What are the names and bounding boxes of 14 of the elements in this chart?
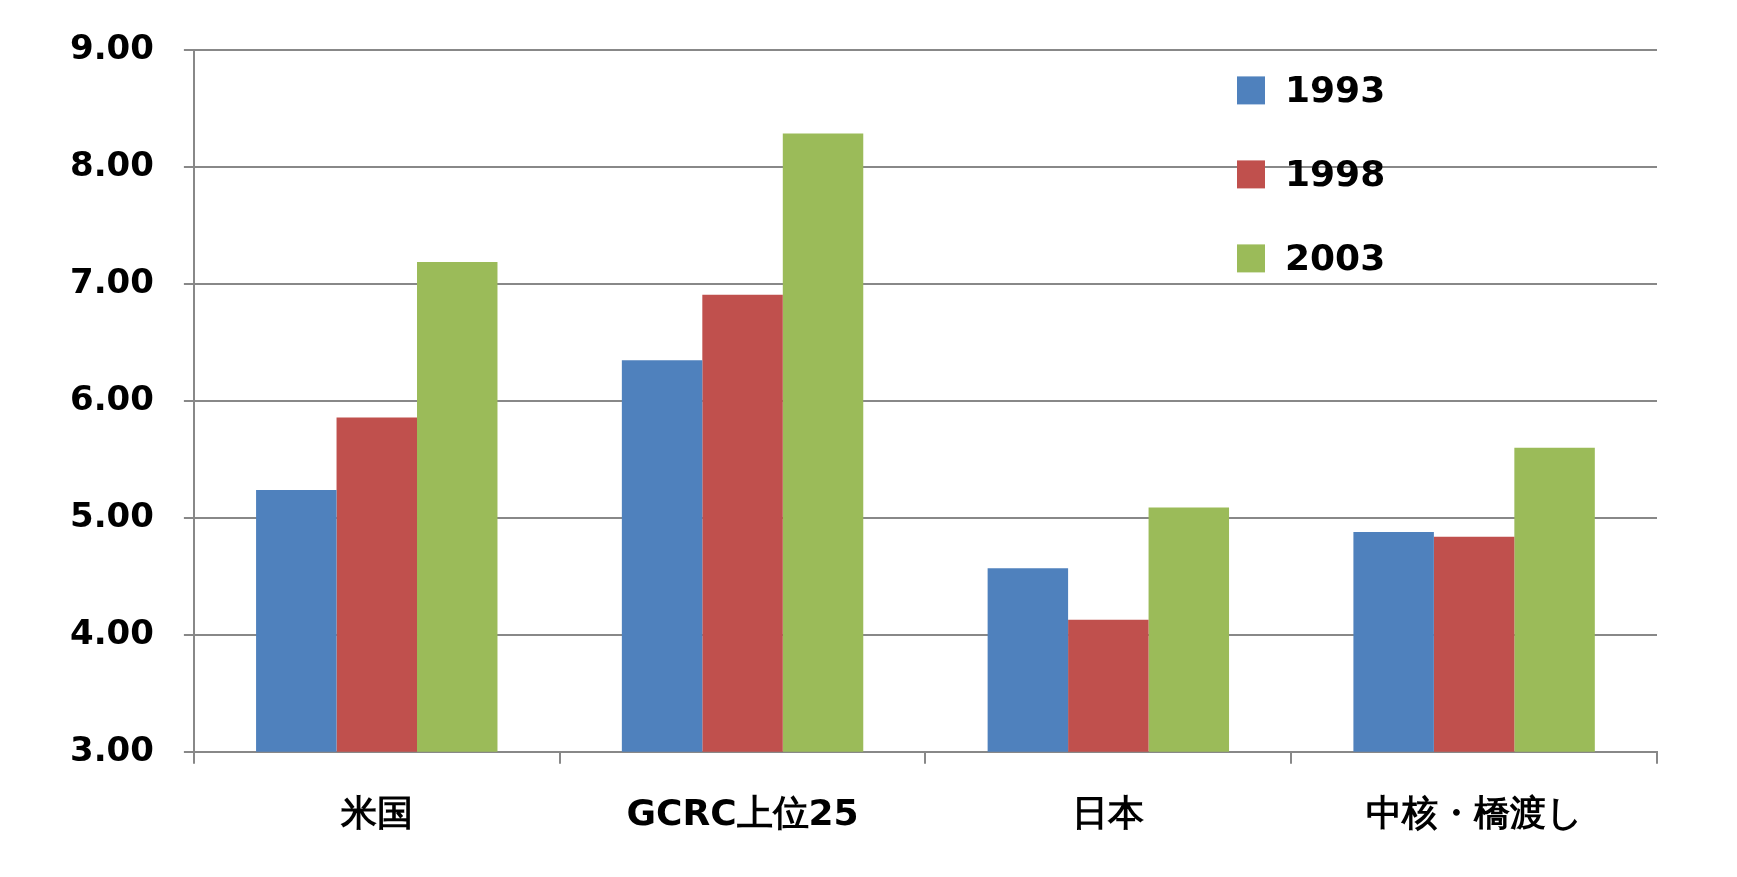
- y-tick-label: 8.00: [70, 144, 154, 185]
- y-tick-label: 3.00: [70, 728, 154, 769]
- x-tick-label: 米国: [339, 791, 413, 833]
- y-tick-label: 6.00: [70, 377, 154, 418]
- legend-label: 1998: [1285, 152, 1386, 194]
- legend-label: 2003: [1285, 236, 1386, 278]
- y-tick-label: 7.00: [70, 261, 154, 302]
- x-tick-label: 中核・橋渡し: [1365, 791, 1583, 833]
- x-tick-label: GCRC上位25: [626, 791, 859, 833]
- y-tick-label: 4.00: [70, 611, 154, 652]
- legend-label: 1993: [1285, 68, 1386, 110]
- x-tick-label: 日本: [1072, 791, 1145, 833]
- y-tick-label: 9.00: [70, 27, 154, 68]
- y-tick-label: 5.00: [70, 494, 154, 535]
